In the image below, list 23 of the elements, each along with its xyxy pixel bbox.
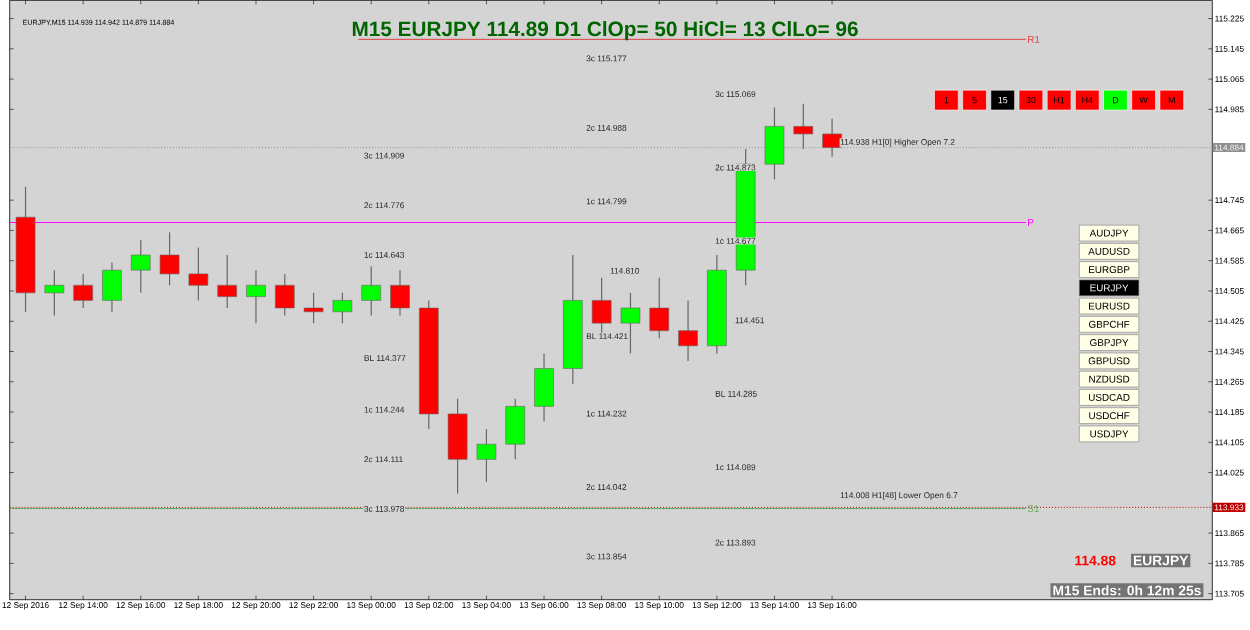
candlestick [649, 277, 670, 339]
candlestick [332, 292, 353, 324]
candlestick [764, 106, 785, 180]
candlestick [534, 352, 554, 423]
candlestick [159, 231, 180, 286]
candlestick [361, 265, 382, 317]
candlestick [476, 428, 497, 483]
candlestick [188, 246, 209, 302]
text: M15 EURJPY 114.89 D1 ClOp= 50 HiCl= 13 ClLo= 96 [352, 20, 858, 41]
candlestick [217, 254, 237, 309]
candlestick [102, 261, 122, 313]
candlestick [130, 239, 151, 294]
candlestick [822, 118, 842, 158]
candlestick [447, 398, 468, 494]
candlestick [390, 269, 410, 317]
candlestick [505, 398, 526, 460]
candlestick [246, 269, 266, 324]
candlestick [73, 273, 93, 309]
candlestick [44, 269, 65, 317]
candlestick [274, 273, 295, 317]
candlestick [678, 299, 698, 362]
candlestick [303, 292, 324, 324]
candlestick [793, 103, 814, 150]
